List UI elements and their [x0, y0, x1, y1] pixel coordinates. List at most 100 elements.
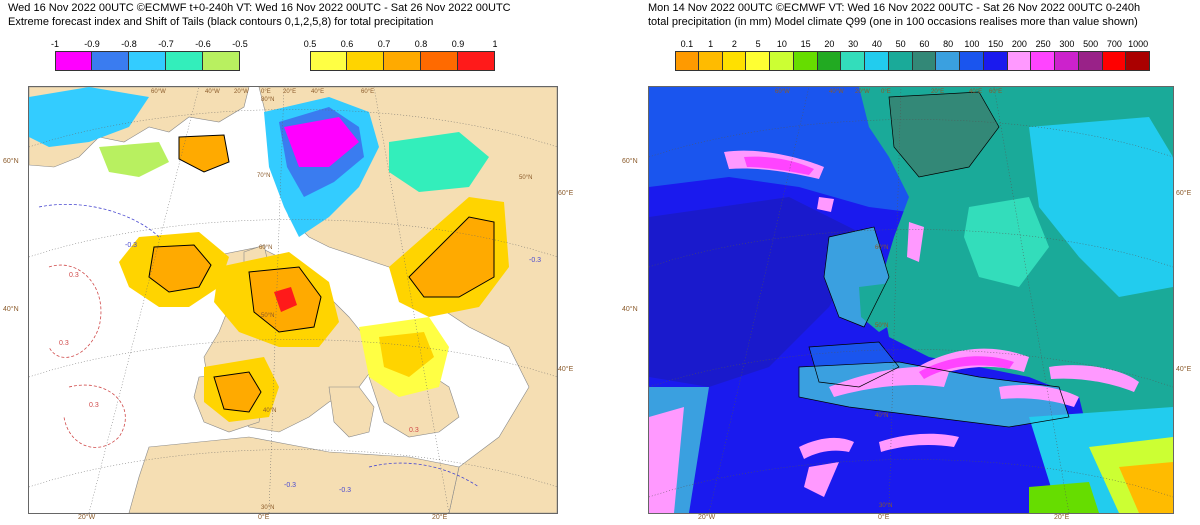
efi-grid-label: 70°N	[257, 173, 270, 179]
q99-grid-labels: 60°W 40°W 20°W 0°E 20°E 40°E 60°E 60°N 5…	[775, 89, 1002, 509]
q99-swatch	[675, 52, 699, 70]
efi-pos-label: 0.9	[451, 39, 465, 49]
q99-scale-label: 700	[1106, 39, 1122, 49]
efi-lon-label: 20°W	[78, 514, 96, 521]
efi-grid-label: 50°N	[261, 313, 274, 319]
efi-lat-label: 40°N	[3, 306, 19, 313]
q99-scale-label: 0.1	[680, 39, 694, 49]
efi-pos-label: 0.6	[340, 39, 354, 49]
q99-ext-label: 40°E	[1176, 366, 1192, 373]
efi-contour-label: -0.3	[529, 257, 541, 264]
q99-map: 60°W 40°W 20°W 0°E 20°E 40°E 60°E 60°N 5…	[648, 86, 1174, 514]
q99-scale-label: 30	[848, 39, 859, 49]
efi-grid-label: 20°E	[283, 89, 296, 95]
efi-neg-swatch	[166, 52, 203, 70]
q99-swatch	[888, 52, 913, 70]
efi-pos-swatch	[421, 52, 458, 70]
q99-swatch	[1078, 52, 1103, 70]
efi-lat-label: 60°N	[3, 158, 19, 165]
q99-swatch	[841, 52, 865, 70]
efi-grid-label: 60°E	[361, 89, 374, 95]
efi-sot-contours	[148, 134, 495, 413]
efi-contour-label: 0.3	[69, 272, 79, 279]
efi-pos-swatch	[310, 52, 347, 70]
q99-ext-label: 60°E	[1176, 190, 1192, 197]
q99-colorbar	[675, 51, 1150, 71]
q99-scale-label: 80	[943, 39, 954, 49]
q99-land	[799, 87, 1173, 513]
efi-dashed-contours	[38, 203, 480, 488]
q99-extreme-areas	[724, 150, 1139, 497]
q99-lon-label: 20°E	[1054, 514, 1070, 521]
efi-pos-label: 1	[492, 39, 498, 49]
q99-map-svg: 60°W 40°W 20°W 0°E 20°E 40°E 60°E 60°N 5…	[649, 87, 1173, 513]
efi-pos-swatch	[458, 52, 495, 70]
efi-lon-label: 20°E	[432, 514, 448, 521]
efi-positive-areas	[119, 197, 509, 422]
q99-swatch	[698, 52, 723, 70]
efi-neg-swatch	[203, 52, 240, 70]
q99-scale-label: 300	[1059, 39, 1075, 49]
q99-grid-label: 60°W	[775, 89, 790, 95]
q99-swatch	[960, 52, 984, 70]
q99-scale-label: 40	[871, 39, 882, 49]
efi-grid-label: 20°W	[234, 89, 249, 95]
q99-scale-label: 50	[895, 39, 906, 49]
efi-grid-label: 0°E	[261, 89, 271, 95]
q99-swatch	[770, 52, 794, 70]
q99-swatch	[722, 52, 747, 70]
efi-map-svg: 60°W 60°W 40°W 20°W 0°E 20°E 40°E 60°E 8…	[29, 87, 557, 513]
efi-contour-label: 0.3	[89, 402, 99, 409]
efi-neg-label: -0.5	[232, 39, 248, 49]
q99-swatch	[1007, 52, 1032, 70]
q99-scale-label: 60	[919, 39, 930, 49]
q99-grid-label: 30°N	[879, 503, 892, 509]
q99-grid-label: 20°E	[931, 89, 944, 95]
q99-swatch	[1126, 52, 1150, 70]
efi-grid-label: 40°E	[311, 89, 324, 95]
q99-scale-label: 250	[1035, 39, 1051, 49]
efi-grid-label: 40°N	[263, 408, 276, 414]
q99-grid-label: 20°W	[855, 89, 870, 95]
q99-scale-label: 2	[731, 39, 737, 49]
q99-swatch	[865, 52, 889, 70]
q99-grid-label: 40°N	[875, 413, 888, 419]
q99-swatch	[1102, 52, 1127, 70]
efi-contour-labels: 0.3 -0.3 0.3 -0.3 -0.3 0.3 0.3 -0.3	[59, 242, 541, 494]
efi-neg-label: -0.6	[195, 39, 211, 49]
q99-grid-label: 50°N	[875, 323, 888, 329]
efi-pos-label: 0.5	[303, 39, 317, 49]
efi-grid-label: 80°N	[261, 97, 274, 103]
q99-grid-label: 40°E	[969, 89, 982, 95]
q99-grid-label: 60°E	[989, 89, 1002, 95]
efi-ext-label: 40°E	[558, 366, 574, 373]
efi-lon-label: 0°E	[258, 514, 270, 521]
efi-grid-label: 60°N	[259, 245, 272, 251]
q99-swatch	[912, 52, 937, 70]
q99-lat-label: 60°N	[622, 158, 638, 165]
efi-neg-label: -0.8	[121, 39, 137, 49]
q99-scale-label: 500	[1083, 39, 1099, 49]
q99-title-line2: total precipitation (in mm) Model climat…	[648, 16, 1138, 28]
q99-lon-label: 20°W	[698, 514, 716, 521]
q99-lon-label: 0°E	[878, 514, 890, 521]
efi-positive-colorbar	[310, 51, 495, 71]
efi-pos-scale-labels: 0.5 0.6 0.7 0.8 0.9 1	[304, 39, 498, 50]
efi-grid-label: 40°W	[205, 89, 220, 95]
q99-title-line1: Mon 14 Nov 2022 00UTC ©ECMWF VT: Wed 16 …	[648, 2, 1141, 14]
efi-grid	[29, 87, 557, 513]
efi-negative-colorbar	[55, 51, 240, 71]
q99-scale-labels: 0.1 1 2 5 10 15 20 30 40 50 60 80 100 150 200 250 300 500…	[675, 39, 1150, 50]
efi-neg-swatch	[55, 52, 92, 70]
efi-neg-swatch	[92, 52, 129, 70]
q99-swatch	[1031, 52, 1055, 70]
efi-grid-label: 60°W	[151, 89, 166, 95]
efi-contour-label: -0.3	[125, 242, 137, 249]
efi-neg-label: -1	[50, 39, 60, 49]
q99-grid-label: 60°N	[875, 245, 888, 251]
q99-scale-label: 15	[800, 39, 811, 49]
q99-swatch	[817, 52, 842, 70]
efi-neg-swatch	[129, 52, 166, 70]
q99-coastlines	[798, 91, 1070, 428]
q99-scale-label: 200	[1011, 39, 1027, 49]
